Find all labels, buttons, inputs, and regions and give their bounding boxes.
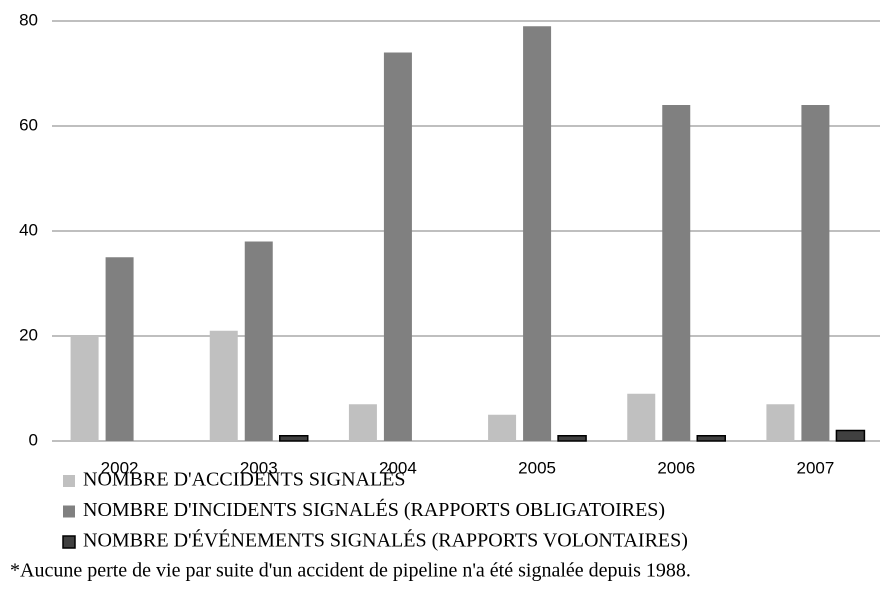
footnote: *Aucune perte de vie par suite d'un acci… bbox=[10, 560, 691, 582]
bar bbox=[523, 26, 552, 441]
bar bbox=[105, 257, 134, 441]
legend-label: NOMBRE D'INCIDENTS SIGNALÉS (RAPPORTS OB… bbox=[83, 498, 665, 521]
y-tick-label: 80 bbox=[19, 10, 38, 29]
x-tick-label: 2005 bbox=[518, 458, 556, 477]
x-tick-label: 2003 bbox=[240, 458, 278, 477]
x-tick-label: 2006 bbox=[657, 458, 695, 477]
bar bbox=[488, 414, 517, 441]
x-tick-label: 2002 bbox=[101, 458, 139, 477]
legend-swatch bbox=[63, 505, 75, 518]
bar bbox=[766, 404, 795, 441]
y-tick-label: 20 bbox=[19, 325, 38, 344]
bar bbox=[348, 404, 377, 441]
bar bbox=[801, 105, 830, 441]
bar bbox=[627, 393, 656, 441]
bar bbox=[835, 429, 866, 442]
legend-label: NOMBRE D'ÉVÉNEMENTS SIGNALÉS (RAPPORTS V… bbox=[83, 529, 688, 552]
bar bbox=[209, 330, 238, 441]
x-tick-label: 2004 bbox=[379, 458, 417, 477]
bar bbox=[244, 241, 273, 441]
x-tick-label: 2007 bbox=[797, 458, 835, 477]
bar bbox=[70, 336, 99, 441]
legend-swatch bbox=[62, 535, 76, 549]
legend-label: NOMBRE D'ACCIDENTS SIGNALÉS bbox=[83, 468, 406, 491]
bar bbox=[662, 105, 691, 441]
y-tick-label: 40 bbox=[19, 220, 38, 239]
bar bbox=[383, 52, 412, 441]
y-tick-label: 60 bbox=[19, 115, 38, 134]
y-tick-label: 0 bbox=[29, 430, 38, 449]
bar bbox=[279, 435, 309, 442]
legend-swatch bbox=[63, 475, 75, 487]
bar bbox=[696, 435, 726, 442]
bar bbox=[557, 435, 587, 442]
